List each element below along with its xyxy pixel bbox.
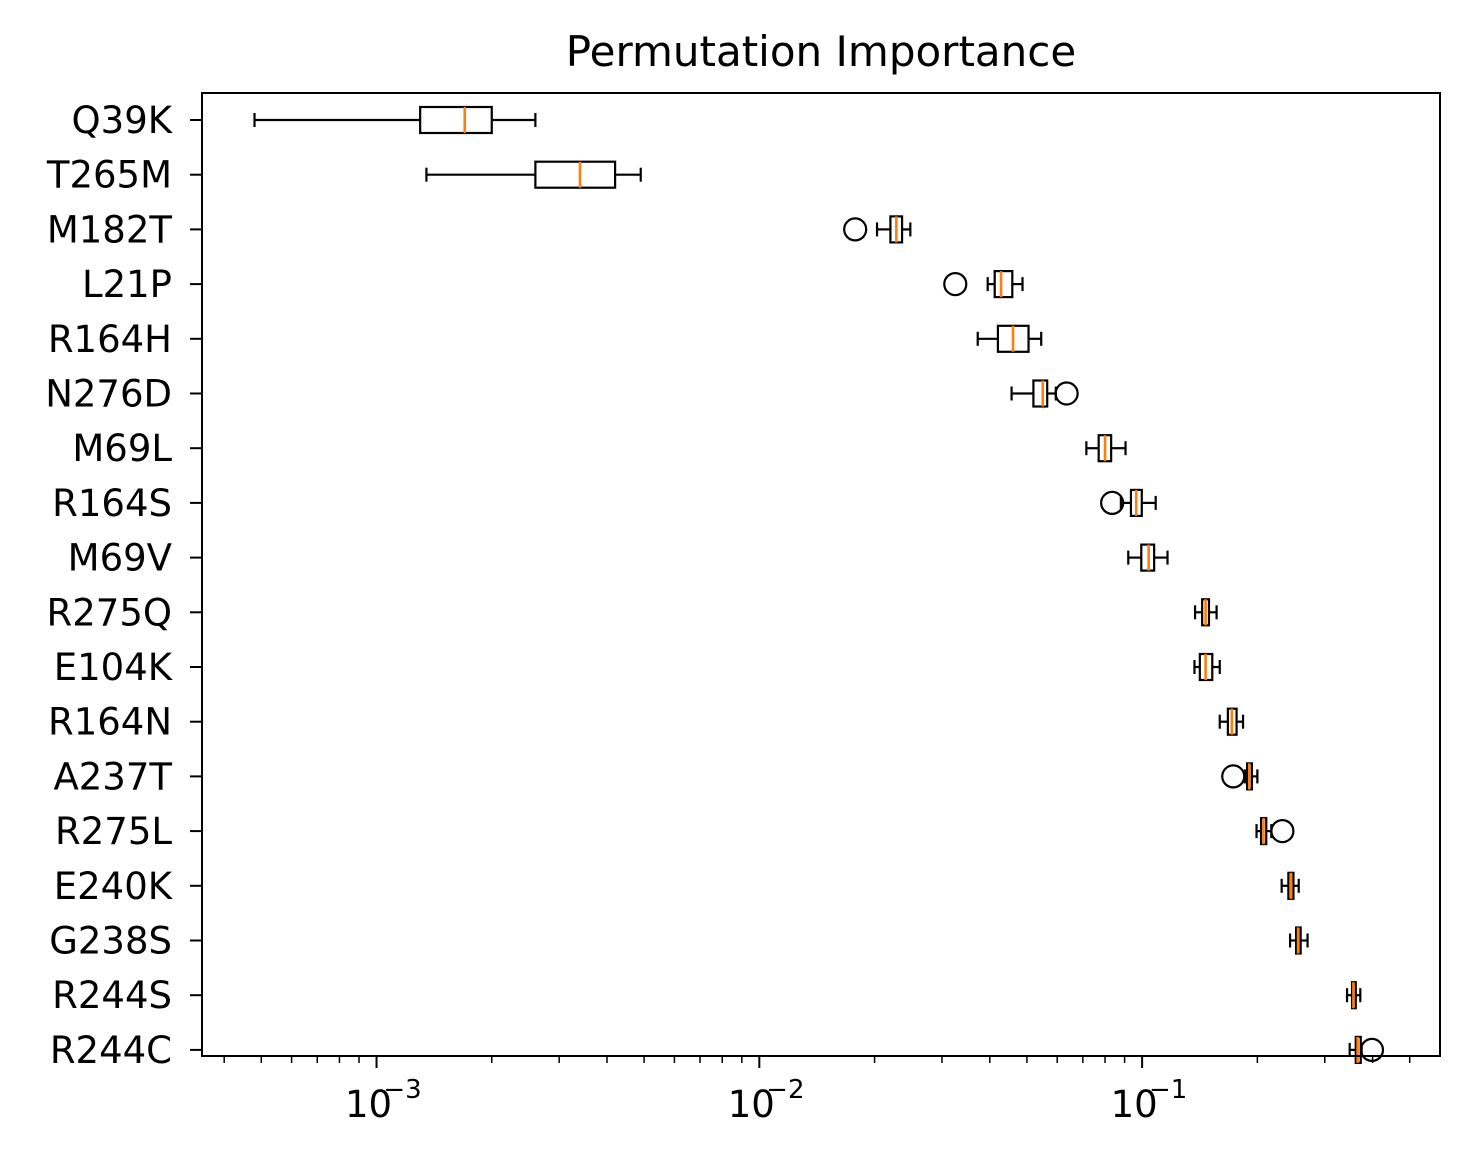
box-L21P	[943, 270, 1024, 299]
y-tick-label: R164S	[52, 482, 172, 525]
outlier-point	[1100, 490, 1125, 515]
outlier-point	[843, 217, 868, 242]
x-tick-label: 10	[345, 1083, 392, 1126]
box-iqr	[1032, 379, 1049, 408]
y-tick-label: M69L	[72, 427, 172, 470]
box-M69V	[1127, 543, 1169, 572]
box-iqr	[419, 105, 493, 135]
outlier-point	[1221, 764, 1246, 789]
box-R244S	[1345, 981, 1362, 1010]
plot-frame	[201, 92, 1441, 1057]
box-R275Q	[1193, 598, 1218, 627]
box-R164N	[1218, 707, 1245, 736]
box-T265M	[425, 160, 642, 189]
x-tick-label: 10	[1111, 1083, 1158, 1126]
box-E240K	[1280, 871, 1300, 900]
box-M69L	[1085, 434, 1127, 463]
x-tick-label-exponent: −1	[1149, 1075, 1187, 1105]
y-tick-label: N276D	[45, 373, 172, 416]
y-tick-label: R164H	[48, 318, 172, 361]
x-tick-label-exponent: −3	[383, 1075, 421, 1105]
box-Q39K	[253, 105, 537, 135]
plot-area: 10−3 10−2 10−1Q39KT265MM182TL21PR164HN276D…	[45, 99, 1411, 1126]
box-iqr	[534, 160, 617, 189]
y-tick-label: E240K	[54, 865, 174, 908]
box-R275L	[1255, 816, 1295, 846]
box-N276D	[1010, 379, 1079, 408]
y-tick-label: R244S	[52, 974, 172, 1017]
y-tick-label: R164N	[48, 701, 172, 744]
y-tick-label: R275Q	[47, 591, 172, 634]
y-tick-label: E104K	[54, 646, 174, 689]
outlier-point	[1359, 1037, 1385, 1063]
box-iqr	[993, 270, 1014, 299]
x-tick-label: 10	[728, 1083, 775, 1126]
box-R164H	[976, 324, 1043, 353]
x-axis-ticks	[223, 1056, 1411, 1068]
chart-title: Permutation Importance	[566, 27, 1076, 76]
y-tick-label: T265M	[46, 154, 172, 197]
y-tick-label: G238S	[49, 920, 172, 963]
box-M182T	[843, 215, 912, 244]
box-G238S	[1288, 926, 1309, 955]
box-R164S	[1100, 488, 1157, 517]
outlier-point	[1054, 381, 1079, 406]
y-tick-label: M69V	[68, 537, 172, 580]
y-tick-label: R244C	[50, 1029, 172, 1072]
box-A237T	[1221, 762, 1259, 791]
y-tick-label: M182T	[47, 208, 173, 251]
outlier-point	[943, 272, 968, 297]
y-tick-label: A237T	[53, 755, 172, 798]
x-tick-label-exponent: −2	[766, 1075, 804, 1105]
y-tick-label: Q39K	[72, 99, 174, 142]
outlier-point	[1270, 818, 1295, 844]
y-tick-label: L21P	[82, 263, 172, 306]
box-E104K	[1193, 652, 1221, 682]
y-tick-label: R275L	[55, 810, 172, 853]
box-R244C	[1348, 1035, 1385, 1065]
